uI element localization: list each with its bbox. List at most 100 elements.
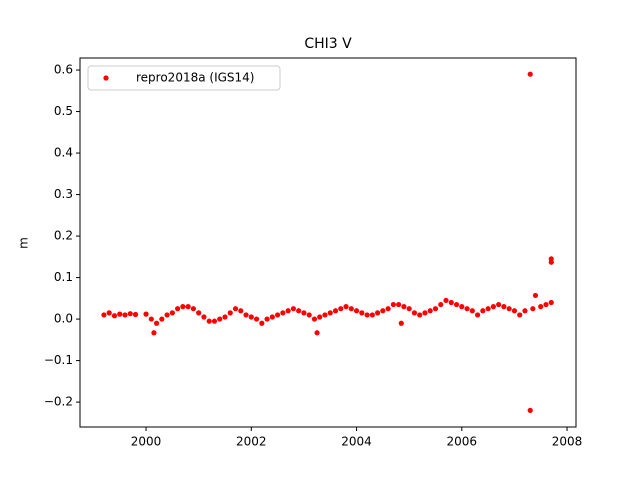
data-point (501, 304, 507, 310)
data-point (117, 311, 123, 317)
data-point (411, 310, 418, 316)
data-point (527, 407, 533, 413)
data-point (317, 314, 323, 320)
data-point (127, 311, 133, 317)
data-point (348, 306, 354, 312)
data-point (448, 299, 454, 306)
data-point (314, 330, 320, 336)
chart-title: CHI3 V (304, 36, 352, 52)
data-point (222, 314, 228, 320)
data-point (201, 314, 207, 320)
data-point (196, 310, 202, 316)
data-point (453, 301, 460, 308)
data-point (338, 306, 344, 312)
data-point (280, 310, 286, 316)
y-tick-label: 0.0 (54, 312, 73, 326)
data-point (322, 312, 328, 318)
data-point (517, 312, 523, 318)
data-point (290, 306, 296, 312)
data-point (364, 312, 370, 318)
data-point (206, 318, 212, 324)
data-point (485, 306, 491, 312)
x-tick-label: 2008 (552, 435, 583, 449)
data-point (151, 330, 157, 336)
data-point (490, 304, 496, 310)
data-point (153, 320, 160, 326)
data-point (432, 306, 439, 312)
data-point (111, 313, 118, 319)
x-tick-label: 2000 (131, 435, 162, 449)
y-tick-label: −0.1 (44, 353, 73, 367)
y-tick-label: 0.6 (54, 63, 73, 77)
y-tick-label: 0.3 (54, 187, 73, 201)
y-tick-label: 0.2 (54, 229, 73, 243)
data-point (469, 308, 475, 314)
data-point (232, 306, 239, 312)
data-point (527, 71, 533, 77)
data-point (385, 306, 391, 312)
data-point (443, 297, 449, 304)
y-tick-label: 0.4 (54, 146, 73, 160)
data-point (243, 312, 249, 318)
x-tick-label: 2006 (447, 435, 478, 449)
data-point (369, 312, 375, 318)
data-point (185, 304, 191, 310)
data-point (275, 312, 281, 318)
data-point (327, 310, 333, 316)
data-point (264, 316, 270, 322)
data-point (375, 310, 381, 316)
data-point (238, 308, 244, 314)
data-point (496, 301, 502, 308)
data-point (506, 306, 512, 312)
data-point (511, 308, 518, 314)
data-point (353, 308, 360, 314)
data-point (148, 316, 154, 322)
data-point (217, 316, 223, 322)
data-point (101, 312, 107, 318)
data-point (401, 304, 407, 310)
data-point (532, 292, 539, 299)
data-point (548, 259, 554, 265)
data-point (311, 316, 318, 322)
data-point (269, 314, 275, 320)
data-point (296, 308, 302, 314)
data-point (530, 306, 536, 312)
data-point (227, 310, 233, 316)
x-tick-label: 2002 (236, 435, 267, 449)
legend-label: repro2018a (IGS14) (136, 71, 254, 85)
data-point (106, 310, 112, 316)
data-point (459, 304, 465, 310)
data-point (380, 308, 386, 314)
data-point (427, 308, 433, 314)
data-point (390, 301, 396, 308)
y-tick-label: 0.5 (54, 104, 73, 118)
data-point (259, 320, 265, 326)
data-point (422, 310, 428, 316)
y-tick-label: −0.2 (44, 395, 73, 409)
data-point (464, 306, 470, 312)
x-tick-label: 2004 (341, 435, 372, 449)
data-point (132, 311, 139, 318)
data-point (406, 306, 412, 312)
data-point (159, 316, 165, 322)
data-point (301, 310, 307, 316)
data-point (143, 311, 149, 317)
data-point (398, 320, 404, 326)
y-axis-label: m (17, 237, 31, 249)
data-point (543, 301, 549, 308)
data-point (190, 306, 197, 312)
data-point (122, 312, 128, 318)
data-point (522, 308, 528, 314)
data-point (248, 314, 254, 320)
data-point (253, 316, 260, 322)
data-point (332, 308, 339, 314)
legend-marker (103, 75, 109, 81)
data-point (306, 312, 312, 318)
data-point (538, 304, 544, 310)
data-point (180, 304, 186, 310)
legend-box (87, 65, 281, 91)
plot-frame (79, 57, 577, 428)
data-point (343, 304, 349, 310)
data-point (169, 310, 175, 316)
